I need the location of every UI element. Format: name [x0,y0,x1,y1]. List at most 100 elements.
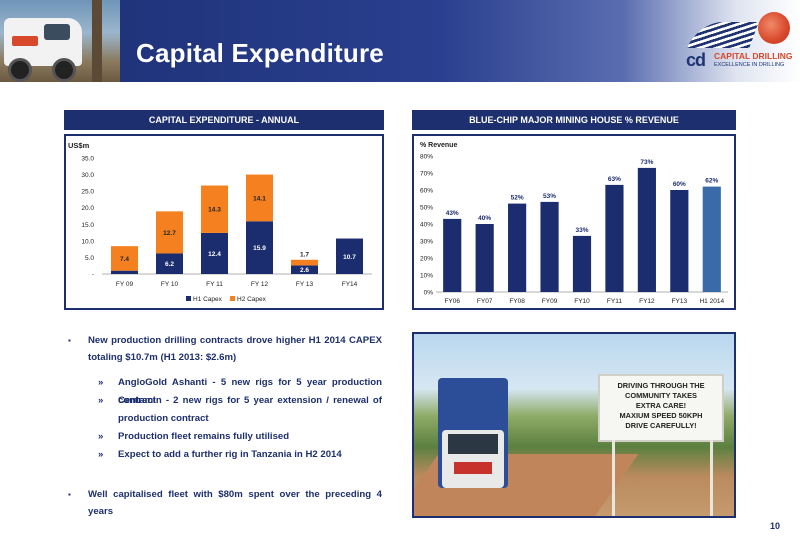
bullet-text: New production drilling contracts drove … [88,335,382,363]
capex-y-tick-label: 5.0 [85,255,94,262]
revenue-y-tick-label: 20% [420,256,433,263]
capex-legend-label: H2 Capex [237,296,267,303]
truck-wheel-front [8,58,32,82]
sub-item-tanzania: » Expect to add a further rig in Tanzani… [98,446,382,464]
truck-wheel-rear [52,58,76,82]
photo-truck-grille [454,462,492,474]
sub-item-fleet: » Production fleet remains fully utilise… [98,428,382,446]
capex-data-label: 12.4 [208,251,221,258]
capex-y-tick-label: 10.0 [81,238,94,245]
header-truck-photo [0,0,120,82]
revenue-bar [508,203,527,292]
sub-text: Production fleet remains fully utilised [118,431,290,442]
revenue-x-tick-label: FY08 [509,298,525,305]
drill-rig-mast [92,0,102,82]
sub-text: AngloGold Ashanti - 5 new rigs for 5 yea… [118,377,382,406]
revenue-bar [475,224,494,292]
revenue-y-tick-label: 10% [420,273,433,280]
capex-data-label: 10.7 [343,254,356,261]
sign-line: MAXIUM SPEED 50KPH [619,411,703,420]
truck-window-shape [44,24,70,40]
capex-bar-h1 [111,270,138,274]
revenue-x-tick-label: FY09 [542,298,558,305]
revenue-x-tick-label: FY13 [672,298,688,305]
capex-y-tick-label: 30.0 [81,172,94,179]
capex-x-tick-label: FY 10 [161,281,179,288]
capex-legend-swatch [186,296,191,301]
revenue-y-tick-label: 50% [420,205,433,212]
revenue-x-tick-label: FY07 [477,298,493,305]
capex-chart-panel: US$m-5.010.015.020.025.030.035.01.07.4FY… [64,134,384,310]
revenue-data-label: 33% [575,227,588,234]
revenue-data-label: 53% [543,193,556,200]
revenue-bar [702,186,721,292]
sub-marker: » [98,395,104,406]
logo-monogram: cd [686,50,706,70]
sub-text: Centamin - 2 new rigs for 5 year extensi… [118,395,382,424]
sub-item-anglogold: » AngloGold Ashanti - 5 new rigs for 5 y… [98,374,382,410]
truck-logo-decal [12,36,38,46]
revenue-x-tick-label: H1 2014 [699,298,724,305]
sub-item-centamin: » Centamin - 2 new rigs for 5 year exten… [98,392,382,428]
revenue-bar [572,235,592,292]
bullet-marker: ▪ [68,490,71,499]
revenue-chart-panel: % Revenue 0% 10% 20% 30% 40% 50% 60% 70% 80% 43% FY… [412,134,736,310]
revenue-bar [670,190,689,292]
sign-post-right [710,440,713,516]
capex-legend-label: H1 Capex [193,296,223,303]
revenue-y-axis-label: % Revenue [420,142,457,149]
capex-bar-h1 [156,253,183,274]
page-number: 10 [770,521,781,531]
revenue-data-label: 73% [640,159,653,166]
capex-chart: US$m-5.010.015.020.025.030.035.01.07.4FY… [68,141,372,303]
capex-x-tick-label: FY 09 [116,281,134,288]
sub-marker: » [98,449,104,460]
capex-y-tick-label: 15.0 [81,222,94,229]
capex-y-tick-label: 35.0 [81,156,94,163]
revenue-y-tick-label: 60% [420,188,433,195]
capex-data-label: 2.6 [300,267,309,274]
revenue-data-label: 62% [705,178,718,185]
capex-y-tick-label: 25.0 [81,189,94,196]
capex-x-tick-label: FY14 [342,281,358,288]
revenue-data-label: 40% [478,215,491,222]
revenue-panel-title: BLUE-CHIP MAJOR MINING HOUSE % REVENUE [412,110,736,130]
sign-line: DRIVE CAREFULLY! [625,421,697,430]
revenue-y-tick-label: 40% [420,222,433,229]
logo-tagline: EXCELLENCE IN DRILLING [714,62,785,68]
revenue-bar [443,218,462,292]
revenue-data-label: 60% [673,181,686,188]
capex-y-tick-label: 20.0 [81,205,94,212]
capex-y-tick-label: - [92,272,94,279]
capex-x-tick-label: FY 13 [296,281,314,288]
capex-x-tick-label: FY 12 [251,281,269,288]
revenue-x-tick-label: FY11 [607,298,622,305]
bullet-item-fleet-spend: ▪ Well capitalised fleet with $80m spent… [68,486,382,520]
header-banner: Capital Expenditure cd CAPITAL DRILLING … [0,0,800,82]
rig-truck-photo: DRIVING THROUGH THE COMMUNITY TAKES EXTR… [412,332,736,518]
logo-road-lines [687,22,759,48]
revenue-bar [637,167,656,292]
revenue-bar [605,184,624,292]
company-logo: cd CAPITAL DRILLING EXCELLENCE IN DRILLI… [684,8,796,74]
revenue-y-tick-label: 30% [420,239,433,246]
revenue-data-label: 52% [511,195,524,202]
revenue-data-label: 63% [608,176,621,183]
logo-company-name: CAPITAL DRILLING [714,51,793,61]
capex-data-label: 14.3 [208,207,221,214]
capex-bar-h1 [291,265,318,274]
capex-bar-h1 [246,221,273,274]
capex-bar-h2 [246,174,273,222]
revenue-y-tick-label: 70% [420,171,433,178]
revenue-y-tick-label: 80% [420,154,433,161]
sub-marker: » [98,431,104,442]
capex-bar-h2 [156,211,183,254]
capex-data-label: 1.7 [300,252,309,259]
page-title: Capital Expenditure [136,38,384,68]
capex-bar-h1 [201,232,228,274]
sub-text: Expect to add a further rig in Tanzania … [118,449,342,460]
capex-bar-h2 [291,259,318,266]
capex-legend-swatch [230,296,235,301]
bullet-item-capex: ▪ New production drilling contracts drov… [68,332,382,366]
revenue-x-tick-label: FY10 [574,298,590,305]
